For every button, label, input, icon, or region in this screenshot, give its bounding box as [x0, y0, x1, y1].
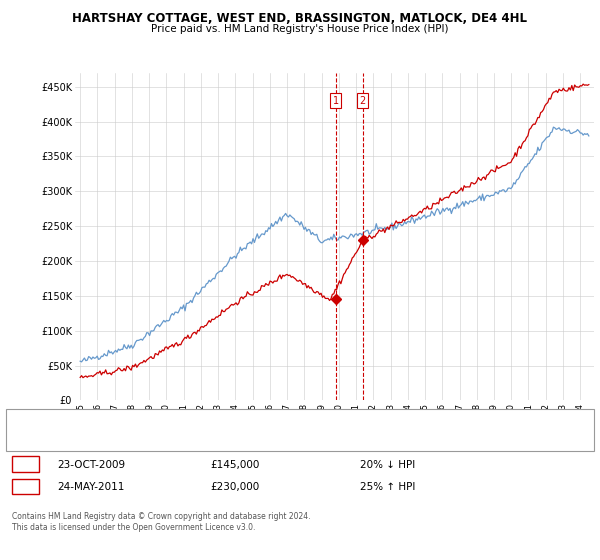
- Text: £230,000: £230,000: [210, 482, 259, 492]
- Text: Contains HM Land Registry data © Crown copyright and database right 2024.
This d: Contains HM Land Registry data © Crown c…: [12, 512, 311, 532]
- Text: HPI: Average price, semi-detached house, Derbyshire Dales: HPI: Average price, semi-detached house,…: [51, 433, 303, 442]
- Text: 24-MAY-2011: 24-MAY-2011: [57, 482, 124, 492]
- Text: 20% ↓ HPI: 20% ↓ HPI: [360, 460, 415, 470]
- Text: 2: 2: [22, 482, 29, 492]
- Text: Price paid vs. HM Land Registry's House Price Index (HPI): Price paid vs. HM Land Registry's House …: [151, 24, 449, 34]
- Text: HARTSHAY COTTAGE, WEST END, BRASSINGTON, MATLOCK, DE4 4HL: HARTSHAY COTTAGE, WEST END, BRASSINGTON,…: [73, 12, 527, 25]
- Text: 23-OCT-2009: 23-OCT-2009: [57, 460, 125, 470]
- Text: 25% ↑ HPI: 25% ↑ HPI: [360, 482, 415, 492]
- Text: 1: 1: [22, 460, 29, 470]
- Text: HARTSHAY COTTAGE, WEST END, BRASSINGTON, MATLOCK, DE4 4HL (semi-detached ho: HARTSHAY COTTAGE, WEST END, BRASSINGTON,…: [51, 413, 421, 422]
- Text: £145,000: £145,000: [210, 460, 259, 470]
- Text: 1: 1: [332, 96, 338, 106]
- Text: 2: 2: [359, 96, 366, 106]
